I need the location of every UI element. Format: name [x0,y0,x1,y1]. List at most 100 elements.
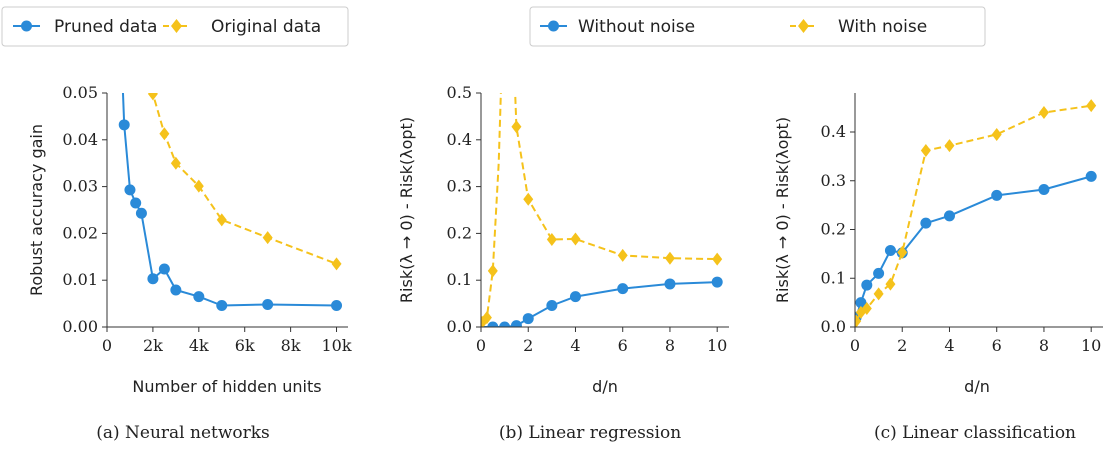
point-with-noise [481,315,488,327]
y-tick-label: 0.2 [821,220,846,239]
point-pruned-data [158,263,170,275]
legend-neural-networks: Pruned data Original data [1,6,349,47]
axis-ticks: 0 2 4 6 8 10 0.0 0.1 0.2 0.3 0.4 0.5 [447,83,728,355]
point-without-noise [855,297,867,309]
point-original-data [193,179,204,193]
point-without-noise [711,276,723,288]
x-tick-label: 0 [102,336,112,355]
series-group [481,93,723,327]
series-line-pruned-data [121,93,337,307]
point-without-noise [569,291,581,303]
x-tick-label: 2 [523,336,533,355]
axis-ticks: 0 2k 4k 6k 8k 10k 0.00 0.01 0.02 0.03 0.04 0.05 [62,83,351,355]
point-original-data [147,93,158,101]
y-axis-label: Robust accuracy gain [27,124,46,296]
point-without-noise [664,278,676,290]
x-tick-label: 10 [707,336,727,355]
point-pruned-data [130,197,142,209]
point-without-noise [499,321,511,327]
x-tick-label: 10 [1081,336,1101,355]
point-pruned-data [147,273,159,285]
y-axis-label: Risk(λ → 0) - Risk(λopt) [397,117,416,303]
point-original-data [331,257,342,271]
x-tick-label: 2 [897,336,907,355]
legend-label-with-noise: With noise [838,17,927,37]
y-tick-label: 0.2 [447,223,472,242]
point-without-noise [861,279,873,291]
point-original-data [216,213,227,227]
point-with-noise [861,301,872,315]
x-tick-label: 4k [189,336,209,355]
legend-marker-pruned [21,20,32,32]
point-with-noise [885,277,896,291]
point-pruned-data [170,284,182,296]
point-with-noise [1086,99,1097,113]
y-tick-label: 0.5 [447,83,472,102]
point-with-noise [481,311,492,325]
panel-caption: (c) Linear classification [874,423,1076,443]
point-pruned-data [262,299,274,311]
point-without-noise [510,320,522,327]
panel-caption: (b) Linear regression [499,423,681,443]
y-tick-label: 0.03 [62,177,98,196]
point-original-data [262,231,273,245]
x-tick-label: 8 [1039,336,1049,355]
point-without-noise [920,217,932,229]
panel-linear-regression: 0 2 4 6 8 10 0.0 0.1 0.2 0.3 0.4 0.5 d/n Risk(λ → 0… [397,83,729,443]
legend-marker-original [171,19,182,33]
x-tick-label: 4 [570,336,580,355]
point-with-noise [873,287,884,301]
y-tick-label: 0.1 [447,270,472,289]
x-tick-label: 4 [944,336,954,355]
legend-label-without-noise: Without noise [578,17,695,37]
point-without-noise [884,244,896,256]
x-axis-label: Number of hidden units [132,377,321,396]
x-axis-label: d/n [964,377,990,396]
point-with-noise [487,264,498,278]
legend-marker-without-noise [548,20,559,32]
point-pruned-data [193,291,205,303]
point-with-noise [920,144,931,158]
y-axis-label: Risk(λ → 0) - Risk(λopt) [773,117,792,303]
legend-label-original: Original data [211,17,321,37]
y-tick-label: 0.01 [62,270,98,289]
point-with-noise [546,232,557,246]
series-group [855,99,1097,327]
point-original-data [159,127,170,141]
y-tick-label: 0.3 [447,177,472,196]
point-without-noise [522,313,534,325]
series-line-without-noise [483,281,718,327]
panel-caption: (a) Neural networks [96,423,270,443]
y-tick-label: 0.4 [447,130,472,149]
series-group [118,93,343,311]
point-without-noise [873,267,885,279]
panel-neural-networks: 0 2k 4k 6k 8k 10k 0.00 0.01 0.02 0.03 0.04 0.05 Num… [27,83,352,443]
x-tick-label: 10k [321,336,351,355]
series-line-original-data [151,93,337,265]
point-pruned-data [216,299,228,311]
legend-linear: Without noise With noise [529,6,986,47]
point-with-noise [511,120,522,134]
x-tick-label: 6k [235,336,255,355]
point-with-noise [617,248,628,262]
point-pruned-data [135,207,147,219]
x-tick-label: 2k [143,336,163,355]
point-pruned-data [124,184,136,196]
y-tick-label: 0.00 [62,317,98,336]
x-tick-label: 6 [618,336,628,355]
point-without-noise [1038,184,1050,196]
y-tick-label: 0.3 [821,171,846,190]
x-tick-label: 6 [992,336,1002,355]
point-without-noise [1085,170,1097,182]
point-with-noise [523,192,534,206]
point-without-noise [487,321,499,327]
axis-ticks: 0 2 4 6 8 10 0.0 0.1 0.2 0.3 0.4 [821,122,1102,355]
point-without-noise [617,283,629,295]
point-without-noise [546,299,558,311]
point-with-noise [944,139,955,153]
y-tick-label: 0.4 [821,122,846,141]
x-axis-label: d/n [592,377,618,396]
x-tick-label: 8 [665,336,675,355]
point-with-noise [897,245,908,259]
